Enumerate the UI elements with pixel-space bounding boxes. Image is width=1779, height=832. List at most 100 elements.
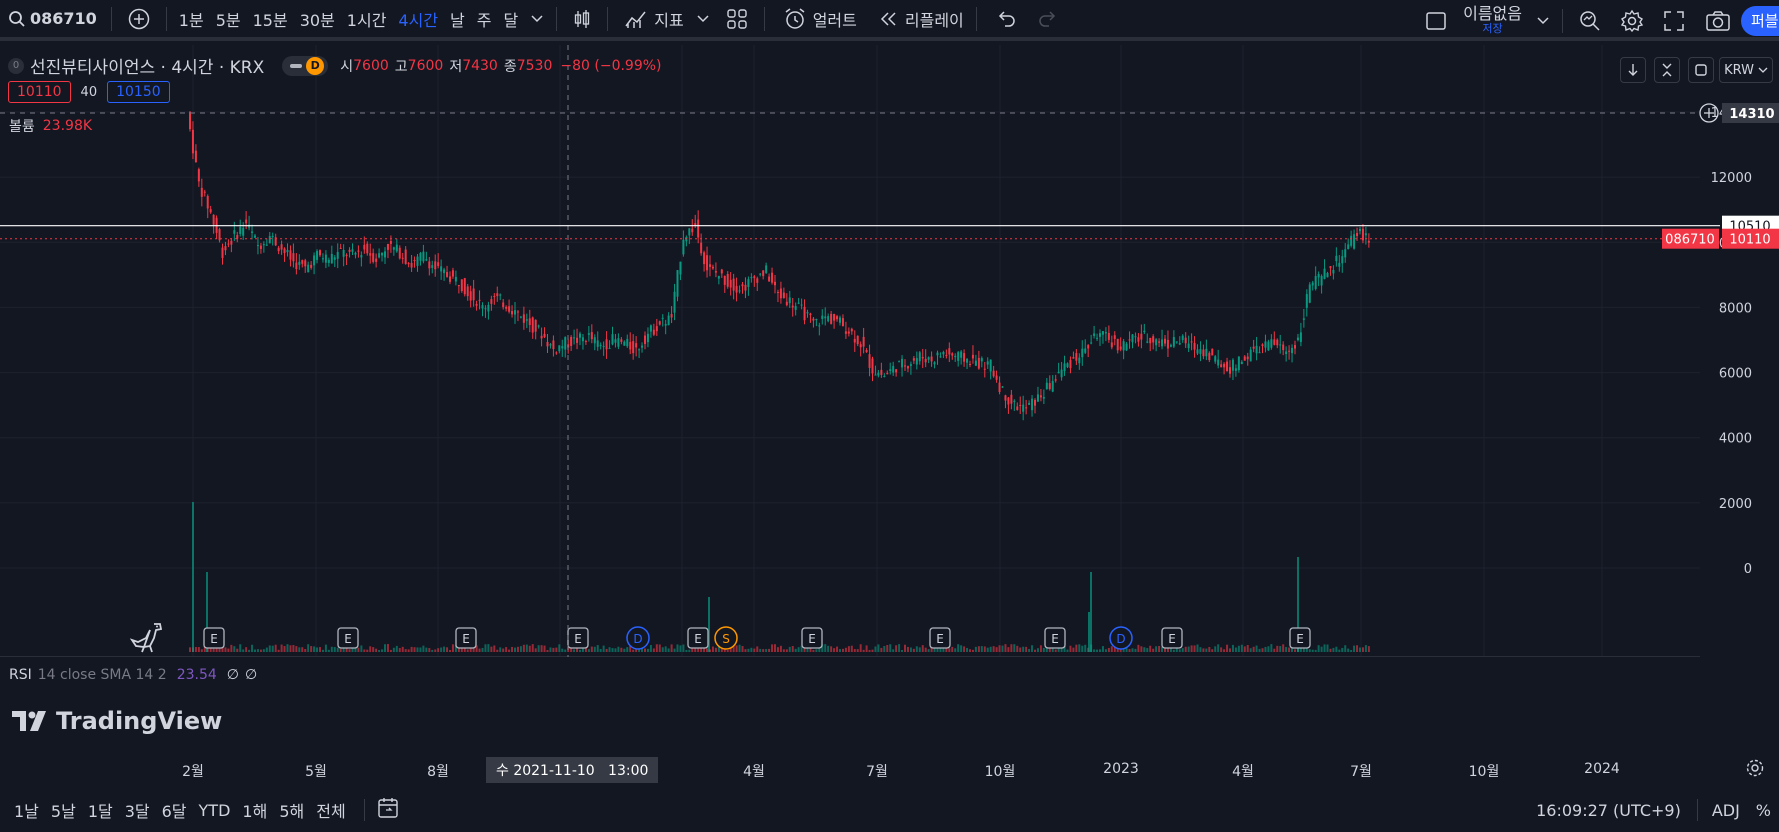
time-axis[interactable]: 2월5월8월11월4월7월10월20234월7월10월2024수 2021-11… — [0, 757, 1700, 783]
range-1y[interactable]: 1해 — [242, 802, 268, 821]
volume-bar — [951, 646, 954, 652]
candle-body — [969, 363, 971, 365]
axis-settings-button[interactable] — [1745, 758, 1765, 782]
candle-body — [262, 244, 265, 246]
interval-1h[interactable]: 1시간 — [346, 10, 387, 30]
volume-bar — [1226, 644, 1229, 652]
replay-button[interactable]: 리플레이 — [873, 3, 970, 35]
zoom-search-icon — [1580, 10, 1600, 31]
volume-bar — [1261, 648, 1264, 652]
volume-bar — [1184, 646, 1187, 652]
volume-bar — [614, 648, 617, 652]
legend-pill[interactable]: D — [282, 55, 329, 76]
fullscreen-button[interactable] — [1661, 8, 1687, 34]
layout-checkbox[interactable] — [1423, 8, 1449, 34]
price-tick-label: 12000 — [1711, 171, 1752, 186]
adj-toggle[interactable]: ADJ — [1711, 800, 1740, 820]
volume-bar — [924, 647, 927, 652]
interval-month[interactable]: 달 — [503, 10, 519, 30]
interval-dropdown[interactable] — [524, 6, 550, 32]
volume-bar — [221, 646, 224, 652]
interval-4h[interactable]: 4시간 — [398, 10, 439, 30]
range-3m[interactable]: 3달 — [124, 802, 150, 821]
volume-bar — [251, 644, 254, 652]
percent-toggle[interactable]: % — [1755, 800, 1771, 820]
event-marker-e: E — [337, 627, 359, 649]
range-1m[interactable]: 1달 — [87, 802, 113, 821]
buy-button[interactable]: 10150 — [107, 81, 170, 103]
maximize-pane-button[interactable] — [1688, 57, 1714, 83]
candle-body — [590, 332, 593, 340]
price-tick-label: 2000 — [1719, 497, 1752, 512]
collapse-pane-button[interactable] — [1654, 57, 1680, 83]
candle-body — [1350, 235, 1353, 246]
rsi-label[interactable]: RSI — [9, 667, 32, 683]
clock[interactable]: 16:09:27 (UTC+9) — [1536, 800, 1681, 820]
interval-day[interactable]: 날 — [450, 10, 465, 30]
interval-15m[interactable]: 15분 — [252, 10, 288, 30]
redo-button[interactable] — [1035, 6, 1061, 32]
volume-bar — [853, 649, 856, 652]
candle-body — [522, 314, 525, 323]
last-price-box — [1722, 228, 1779, 249]
interval-30m[interactable]: 30분 — [299, 10, 335, 30]
dino-icon[interactable] — [129, 620, 164, 658]
layout-name-button[interactable]: 이름없음 저장 — [1463, 5, 1522, 36]
interval-week[interactable]: 주 — [476, 10, 492, 30]
collapse-icon — [1662, 63, 1672, 77]
candle-body — [543, 333, 546, 338]
undo-button[interactable] — [993, 6, 1019, 32]
sell-button[interactable]: 10110 — [8, 81, 71, 103]
volume-bar — [1113, 646, 1116, 652]
settings-button[interactable] — [1619, 8, 1645, 34]
range-5d[interactable]: 5날 — [50, 802, 76, 821]
move-pane-down-button[interactable] — [1620, 57, 1646, 83]
event-marker-e: E — [1289, 627, 1311, 649]
candle-body — [493, 295, 496, 297]
legend-title[interactable]: 선진뷰티사이언스 · 4시간 · KRX — [30, 58, 265, 78]
templates-button[interactable] — [724, 6, 750, 32]
indicators-dropdown[interactable] — [690, 6, 716, 32]
compare-symbol-button[interactable] — [126, 6, 152, 32]
chart-type-button[interactable] — [569, 6, 595, 32]
volume-bar — [333, 647, 336, 652]
candle-body — [862, 336, 865, 347]
symbol-search-button[interactable]: 086710 — [0, 3, 105, 35]
publish-button[interactable]: 퍼블 — [1741, 5, 1779, 36]
range-6m[interactable]: 6달 — [161, 802, 187, 821]
indicators-button[interactable]: 지표 — [618, 3, 689, 35]
volume-bar — [579, 649, 581, 652]
range-all[interactable]: 전체 — [316, 802, 346, 821]
candle-body — [508, 306, 511, 312]
snapshot-button[interactable] — [1705, 8, 1731, 34]
volume-bar — [623, 648, 626, 652]
volume-bar — [381, 649, 384, 652]
alert-button[interactable]: 얼러트 — [777, 3, 863, 35]
tradingview-watermark[interactable]: TradingView — [12, 707, 222, 735]
interval-1m[interactable]: 1분 — [178, 10, 204, 30]
candle-body — [1226, 361, 1229, 372]
goto-date-button[interactable] — [377, 797, 401, 823]
layout-dropdown[interactable] — [1530, 8, 1556, 34]
interval-5m[interactable]: 5분 — [215, 10, 241, 30]
quick-search-button[interactable] — [1577, 8, 1603, 34]
volume-bar — [788, 646, 791, 652]
candle-body — [584, 341, 587, 343]
range-ytd[interactable]: YTD — [198, 800, 231, 820]
range-5y[interactable]: 5해 — [279, 802, 305, 821]
volume-bar — [717, 645, 720, 652]
volume-bar — [525, 644, 528, 652]
range-1d[interactable]: 1날 — [14, 802, 39, 821]
candle-body — [847, 331, 850, 334]
volume-bar — [413, 647, 416, 652]
volume-bar — [856, 649, 859, 652]
candle-body — [812, 318, 815, 321]
candle-body — [558, 345, 561, 352]
volume-bar — [319, 647, 321, 652]
candle-body — [729, 279, 732, 288]
currency-dropdown[interactable]: KRW — [1719, 57, 1773, 83]
event-marker-d: D — [626, 626, 650, 650]
candle-body — [389, 241, 392, 244]
